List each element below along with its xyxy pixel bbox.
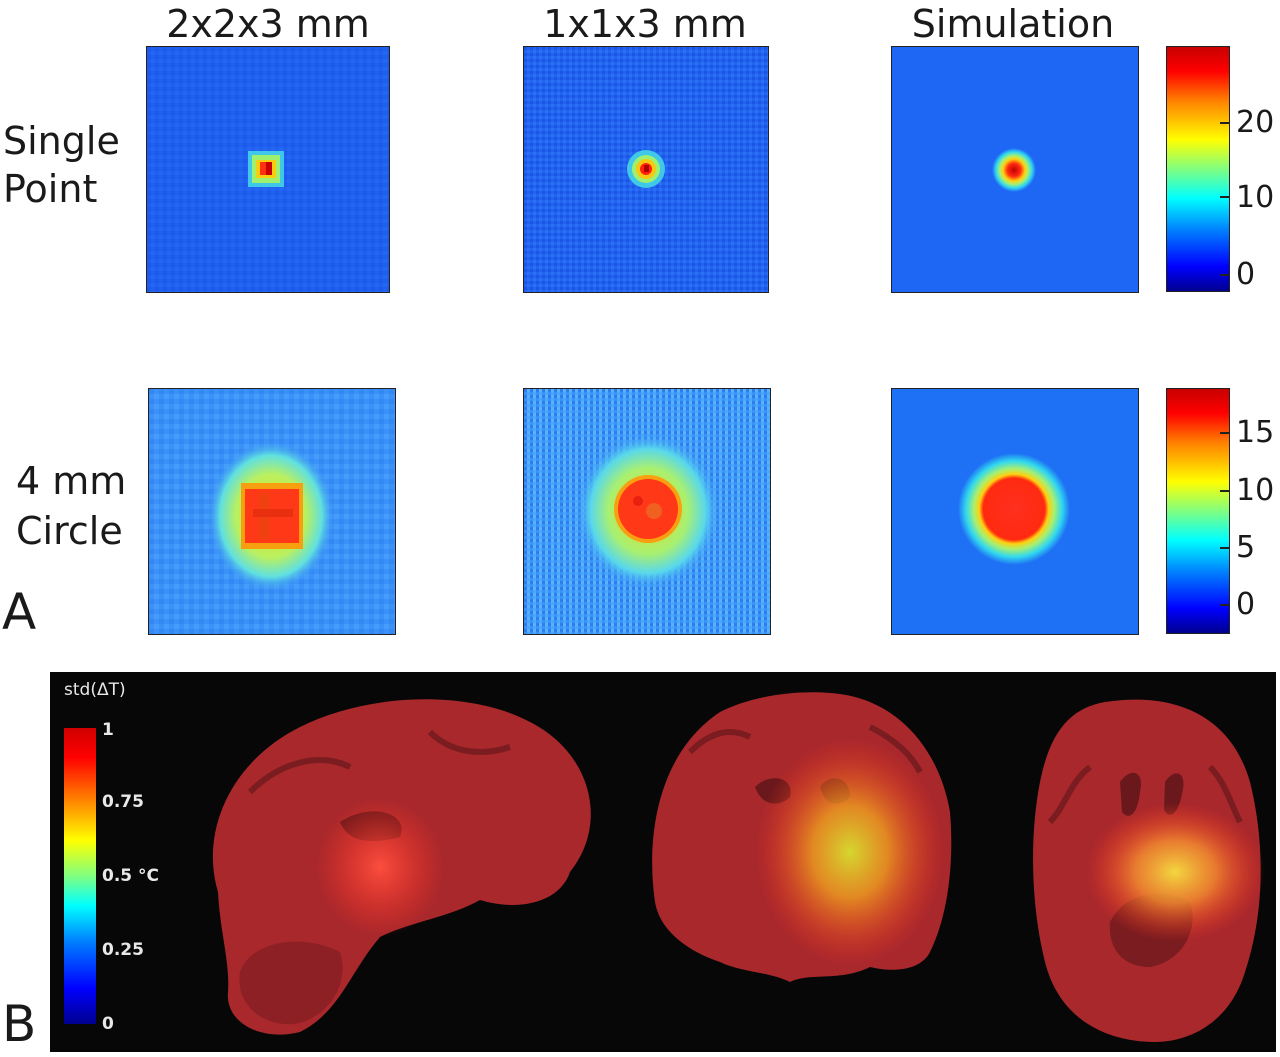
panel-letter-a: A xyxy=(2,583,37,641)
std-colorbar-label-05: 0.5 °C xyxy=(102,866,160,886)
colorbar-row2 xyxy=(1166,388,1230,634)
colorbar-row1-tick xyxy=(1220,196,1229,198)
map-single-point-simulation xyxy=(891,46,1139,293)
brain-slices-svg xyxy=(212,692,1265,1042)
brain-overlay-panel: std(ΔT) 1 0.75 0.5 °C 0.25 0 xyxy=(50,672,1276,1052)
row-label-single: Single xyxy=(3,119,120,163)
panel-letter-b: B xyxy=(2,995,37,1053)
map-circle-1x1x3 xyxy=(523,388,771,635)
colorbar-row2-tick xyxy=(1220,547,1229,549)
map-circle-2x2x3 xyxy=(148,388,396,635)
colorbar-row2-label-15: 15 xyxy=(1236,415,1275,450)
std-colorbar-label-1: 1 xyxy=(102,720,114,740)
std-colorbar-label-025: 0.25 xyxy=(102,940,144,960)
std-colorbar xyxy=(64,728,96,1024)
colorbar-row2-label-5: 5 xyxy=(1236,530,1256,565)
colorbar-row2-tick xyxy=(1220,432,1229,434)
colorbar-row1-tick xyxy=(1220,122,1229,124)
column-title-simulation: Simulation xyxy=(911,2,1115,46)
map-single-point-1x1x3 xyxy=(523,46,769,293)
colorbar-row2-tick xyxy=(1220,604,1229,606)
colorbar-row1-label-20: 20 xyxy=(1236,105,1275,140)
std-colorbar-title: std(ΔT) xyxy=(64,680,126,700)
axial-slice xyxy=(1033,699,1265,1042)
colorbar-row2-label-0: 0 xyxy=(1236,587,1256,622)
coronal-slice xyxy=(652,692,952,982)
colorbar-row2-tick xyxy=(1220,490,1229,492)
map-circle-simulation xyxy=(891,388,1139,635)
std-colorbar-label-0: 0 xyxy=(102,1014,114,1034)
sagittal-slice xyxy=(212,699,591,1035)
colorbar-row1-label-10: 10 xyxy=(1236,180,1275,215)
row-label-circle: Circle xyxy=(16,509,123,553)
std-colorbar-label-075: 0.75 xyxy=(102,792,144,812)
colorbar-row2-label-10: 10 xyxy=(1236,473,1275,508)
row-label-4mm: 4 mm xyxy=(16,459,127,503)
colorbar-row1-label-0: 0 xyxy=(1236,257,1256,292)
map-single-point-2x2x3 xyxy=(146,46,390,293)
colorbar-row1-tick xyxy=(1220,274,1229,276)
colorbar-row1 xyxy=(1166,46,1230,292)
column-title-1x1x3: 1x1x3 mm xyxy=(543,2,747,46)
row-label-point: Point xyxy=(3,167,98,211)
column-title-2x2x3: 2x2x3 mm xyxy=(166,2,370,46)
